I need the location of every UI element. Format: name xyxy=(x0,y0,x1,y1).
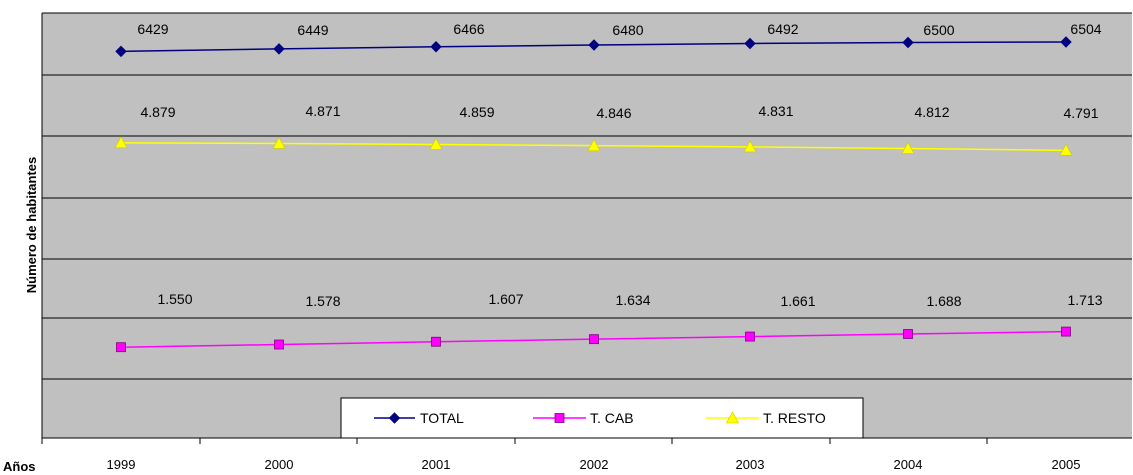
x-tick-label: 2002 xyxy=(580,457,609,472)
y-axis-title: Número de habitantes xyxy=(24,157,39,294)
data-label: 4.846 xyxy=(596,105,631,121)
data-label: 6492 xyxy=(767,21,798,37)
data-label: 4.812 xyxy=(914,104,949,120)
data-label: 4.859 xyxy=(459,104,494,120)
series-marker xyxy=(903,329,913,339)
series-marker xyxy=(115,45,127,58)
data-label: 6449 xyxy=(297,22,328,38)
series-marker xyxy=(725,411,740,424)
x-tick-label: 2003 xyxy=(736,457,765,472)
x-tick-label: 2004 xyxy=(894,457,923,472)
series-marker xyxy=(554,413,565,423)
series-marker xyxy=(589,334,599,345)
data-label: 6504 xyxy=(1070,21,1101,37)
series-marker xyxy=(744,37,756,50)
series-marker xyxy=(901,141,915,154)
x-tick-label: 1999 xyxy=(107,457,136,472)
legend-item: T. CAB xyxy=(533,410,634,426)
x-tick-label: 2001 xyxy=(422,457,451,472)
series-marker xyxy=(587,139,601,151)
series-marker xyxy=(272,136,286,149)
series-marker xyxy=(588,39,600,51)
plot-area xyxy=(42,13,1132,438)
legend-item: TOTAL xyxy=(374,410,464,426)
data-label: 1.661 xyxy=(780,293,815,309)
legend-label: T. RESTO xyxy=(763,410,826,426)
series-marker xyxy=(388,412,401,424)
data-label: 1.578 xyxy=(305,293,340,309)
data-label: 6500 xyxy=(923,22,954,38)
series-marker xyxy=(114,136,128,149)
series-marker xyxy=(273,43,285,55)
data-label: 4.879 xyxy=(140,104,175,120)
series-marker xyxy=(431,336,441,347)
data-label: 1.550 xyxy=(157,291,192,307)
series-marker xyxy=(430,41,442,53)
data-label: 1.688 xyxy=(926,293,961,309)
series-marker xyxy=(116,342,126,353)
data-label: 4.871 xyxy=(305,103,340,119)
series-marker xyxy=(429,137,443,150)
x-tick-labels: 1999 2000 2001 2002 2003 2004 2005 xyxy=(107,457,1081,472)
x-tick-label: 2000 xyxy=(265,457,294,472)
series-total: 6429 6449 6466 6480 6492 6500 6504 xyxy=(115,21,1102,58)
data-label: 6480 xyxy=(612,22,643,38)
series-t-resto: 4.879 4.871 4.859 4.846 4.831 4.812 4.791 xyxy=(114,103,1099,156)
legend-item: T. RESTO xyxy=(706,410,826,426)
gridlines xyxy=(42,12,1132,380)
x-tick-label: 2005 xyxy=(1052,457,1081,472)
legend-box xyxy=(340,397,864,439)
series-marker xyxy=(743,140,757,153)
legend-label: T. CAB xyxy=(590,410,634,426)
series-marker xyxy=(274,339,284,350)
data-label: 1.713 xyxy=(1067,292,1102,308)
legend-label: TOTAL xyxy=(420,410,464,426)
series-marker xyxy=(1060,36,1072,48)
series-marker xyxy=(1059,143,1073,156)
series-marker xyxy=(1061,326,1071,337)
data-label: 1.607 xyxy=(488,291,523,307)
data-label: 4.831 xyxy=(758,103,793,119)
data-label: 6466 xyxy=(453,21,484,37)
series-t-cab: 1.550 1.578 1.607 1.634 1.661 1.688 1.713 xyxy=(116,291,1103,353)
series-marker xyxy=(902,36,914,49)
series-marker xyxy=(745,331,755,342)
data-label: 1.634 xyxy=(615,292,650,308)
data-label: 4.791 xyxy=(1063,105,1098,121)
x-axis-title: Años xyxy=(3,459,36,474)
legend: TOTAL T. CAB T. RESTO xyxy=(340,397,864,439)
data-label: 6429 xyxy=(137,21,168,37)
